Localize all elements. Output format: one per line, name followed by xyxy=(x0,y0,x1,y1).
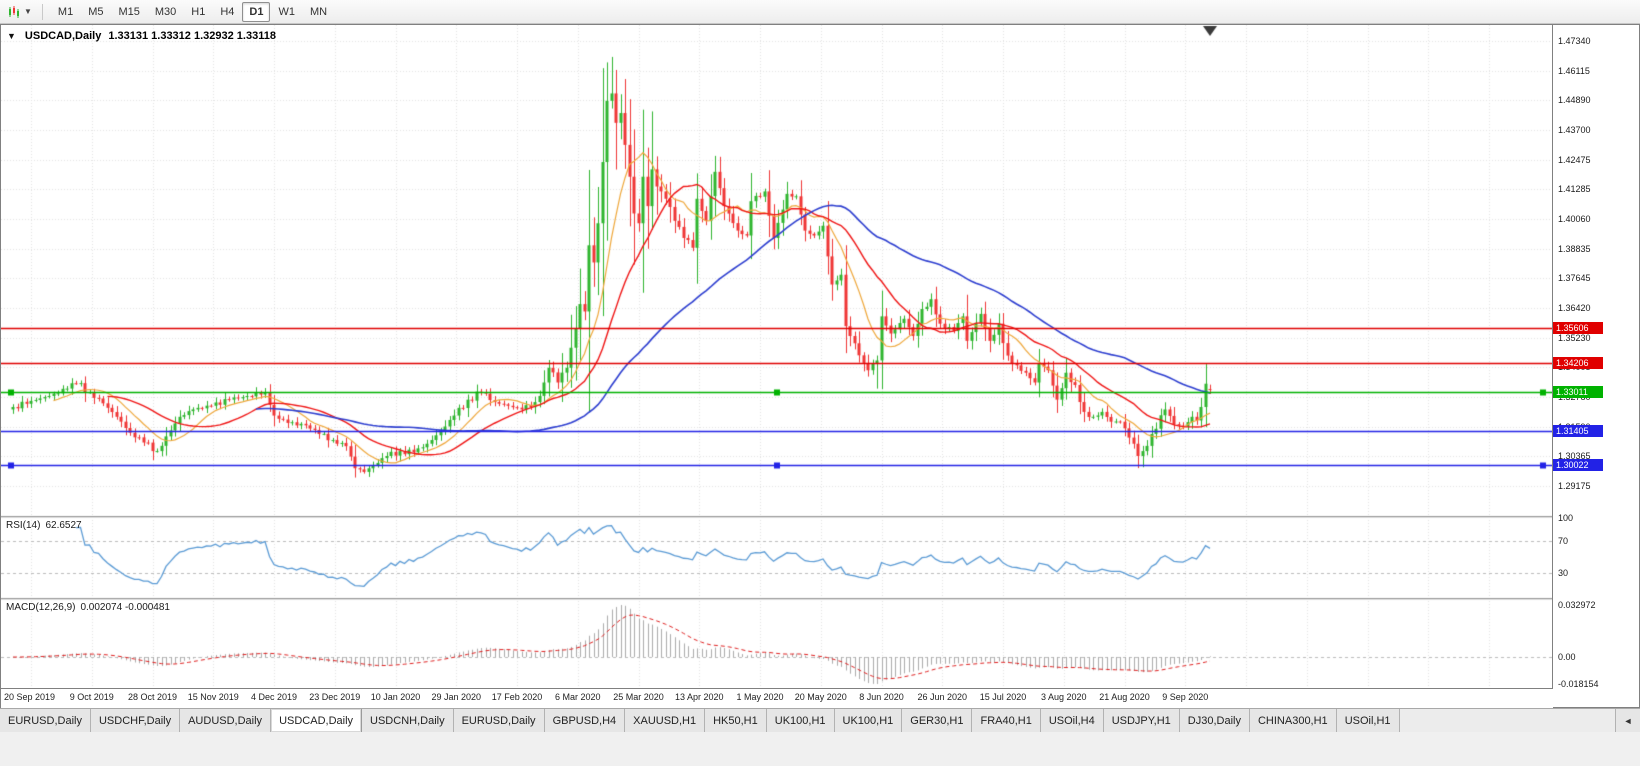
timeframe-m5-button[interactable]: M5 xyxy=(88,5,104,18)
tab-scroll-left-button[interactable]: ◄ xyxy=(1615,709,1640,732)
macd-name: MACD(12,26,9) xyxy=(6,602,76,613)
timeframe-m15-button[interactable]: M15 xyxy=(118,5,140,18)
time-axis-label: 23 Dec 2019 xyxy=(309,692,361,702)
time-axis-label: 15 Jul 2020 xyxy=(979,692,1027,702)
time-axis-label: 1 May 2020 xyxy=(736,692,784,702)
price-axis-label: 1.40060 xyxy=(1558,214,1591,224)
tab-eurusd-daily[interactable]: EURUSD,Daily xyxy=(453,709,545,732)
time-axis-label: 10 Jan 2020 xyxy=(370,692,421,702)
one-click-trading-caret[interactable]: ▼ xyxy=(7,31,16,41)
rsi-axis-label: 30 xyxy=(1558,567,1569,578)
top-toolbar: ▼ M1 M5 M15 M30 H1 H4 D1 W1 MN xyxy=(0,0,1640,24)
chart-window: ▼ USDCAD,Daily 1.33131 1.33312 1.32932 1.3… xyxy=(0,24,1640,708)
tab-usdcad-daily[interactable]: USDCAD,Daily xyxy=(271,709,363,732)
price-tag[interactable]: 1.31405 xyxy=(1553,425,1603,438)
chart-type-icon[interactable] xyxy=(6,4,22,20)
time-axis-label: 6 Mar 2020 xyxy=(554,692,601,702)
time-axis-label: 20 Sep 2019 xyxy=(4,692,56,702)
price-axis-label: 1.29175 xyxy=(1558,481,1591,491)
price-axis-label: 1.44890 xyxy=(1558,95,1591,106)
time-axis-label: 26 Jun 2020 xyxy=(917,692,968,702)
time-axis-label: 28 Oct 2019 xyxy=(127,692,178,702)
timeframe-m30-button[interactable]: M30 xyxy=(154,5,177,18)
price-axis-label: 1.42475 xyxy=(1558,154,1591,165)
ohlc-values: 1.33131 1.33312 1.32932 1.33118 xyxy=(108,30,276,42)
macd-indicator-label: MACD(12,26,9) 0.002074 -0.000481 xyxy=(6,602,170,613)
time-axis[interactable]: 20 Sep 2019 9 Oct 2019 28 Oct 2019 15 Nov 2… xyxy=(1,688,1553,708)
price-axis-label: 1.46115 xyxy=(1558,65,1590,76)
bottom-filler xyxy=(0,732,1640,766)
price-axis-label: 1.41285 xyxy=(1558,184,1591,195)
price-axis-label: 1.35230 xyxy=(1558,332,1591,343)
tab-uk100-h1[interactable]: UK100,H1 xyxy=(834,709,903,732)
macd-values: 0.002074 -0.000481 xyxy=(80,602,170,613)
price-axis[interactable]: 1.47340 1.46115 1.44890 1.43700 1.42475 1.412… xyxy=(1552,25,1639,707)
chart-title-overlay: ▼ USDCAD,Daily 1.33131 1.33312 1.32932 1.3… xyxy=(7,30,276,42)
timeframe-mn-button[interactable]: MN xyxy=(309,5,328,18)
price-tag[interactable]: 1.33011 xyxy=(1553,386,1603,399)
timeframe-w1-button[interactable]: W1 xyxy=(278,5,295,18)
price-axis-label: 1.37645 xyxy=(1558,273,1591,284)
symbol-period-label: USDCAD,Daily xyxy=(24,30,102,42)
chart-tab-bar: EURUSD,Daily USDCHF,Daily AUDUSD,Daily USDC… xyxy=(0,708,1640,732)
tab-gbpusd-h4[interactable]: GBPUSD,H4 xyxy=(544,709,626,732)
toolbar-separator xyxy=(41,3,43,20)
price-axis-label: 1.36420 xyxy=(1558,303,1591,313)
macd-axis-label: 0.00 xyxy=(1558,652,1576,663)
timeframe-m1-button[interactable]: M1 xyxy=(57,5,74,18)
timeframe-h4-button[interactable]: H4 xyxy=(220,5,235,18)
tab-usdchf-daily[interactable]: USDCHF,Daily xyxy=(90,709,181,732)
tab-usoil-h4[interactable]: USOil,H4 xyxy=(1040,709,1104,732)
price-tag[interactable]: 1.30022 xyxy=(1553,459,1603,472)
time-axis-label: 9 Sep 2020 xyxy=(1162,692,1209,702)
price-axis-label: 1.30365 xyxy=(1558,451,1591,462)
tab-usdcnh-daily[interactable]: USDCNH,Daily xyxy=(362,709,454,732)
time-axis-label: 9 Oct 2019 xyxy=(69,692,114,702)
price-tag[interactable]: 1.34206 xyxy=(1553,356,1603,369)
tab-uk100-h1[interactable]: UK100,H1 xyxy=(766,709,835,732)
time-axis-label: 29 Jan 2020 xyxy=(431,692,482,702)
price-axis-label: 1.47340 xyxy=(1558,36,1591,46)
timeframe-d1-button[interactable]: D1 xyxy=(242,1,271,22)
tab-china300-h1[interactable]: CHINA300,H1 xyxy=(1249,709,1337,732)
tab-usoil-h1[interactable]: USOil,H1 xyxy=(1336,709,1400,732)
rsi-axis-label: 70 xyxy=(1558,536,1569,547)
tab-audusd-daily[interactable]: AUDUSD,Daily xyxy=(180,709,272,732)
time-axis-label: 25 Mar 2020 xyxy=(613,692,664,702)
price-axis-label: 1.43700 xyxy=(1558,125,1591,135)
macd-axis-label: 0.032972 xyxy=(1558,600,1596,610)
timeframe-h1-button[interactable]: H1 xyxy=(191,5,206,18)
tab-ger30-h1[interactable]: GER30,H1 xyxy=(902,709,973,732)
time-axis-label: 3 Aug 2020 xyxy=(1040,692,1087,702)
chart-type-dropdown-caret[interactable]: ▼ xyxy=(24,7,32,16)
time-axis-label: 4 Dec 2019 xyxy=(250,692,298,702)
timeframe-toolbar: M1 M5 M15 M30 H1 H4 D1 W1 MN xyxy=(51,1,334,22)
tab-hk50-h1[interactable]: HK50,H1 xyxy=(705,709,767,732)
rsi-indicator-label: RSI(14) 62.6527 xyxy=(6,520,82,531)
rsi-name: RSI(14) xyxy=(6,520,41,531)
macd-axis-label: -0.018154 xyxy=(1558,679,1599,689)
time-axis-label: 21 Aug 2020 xyxy=(1099,692,1150,702)
chart-canvas[interactable] xyxy=(1,25,1553,707)
price-tag[interactable]: 1.35606 xyxy=(1553,322,1603,335)
tab-dj30-daily[interactable]: DJ30,Daily xyxy=(1179,709,1250,732)
time-axis-label: 20 May 2020 xyxy=(794,692,847,702)
tab-eurusd-daily[interactable]: EURUSD,Daily xyxy=(0,709,91,732)
rsi-axis-label: 100 xyxy=(1558,513,1574,523)
time-axis-label: 17 Feb 2020 xyxy=(491,692,543,702)
price-axis-label: 1.38835 xyxy=(1558,243,1591,254)
time-axis-label: 13 Apr 2020 xyxy=(674,692,724,702)
rsi-value: 62.6527 xyxy=(45,520,82,531)
tab-usdjpy-h1[interactable]: USDJPY,H1 xyxy=(1103,709,1180,732)
time-axis-label: 15 Nov 2019 xyxy=(187,692,239,702)
tab-xauusd-h1[interactable]: XAUUSD,H1 xyxy=(625,709,706,732)
time-axis-label: 8 Jun 2020 xyxy=(859,692,904,702)
tab-fra40-h1[interactable]: FRA40,H1 xyxy=(972,709,1041,732)
